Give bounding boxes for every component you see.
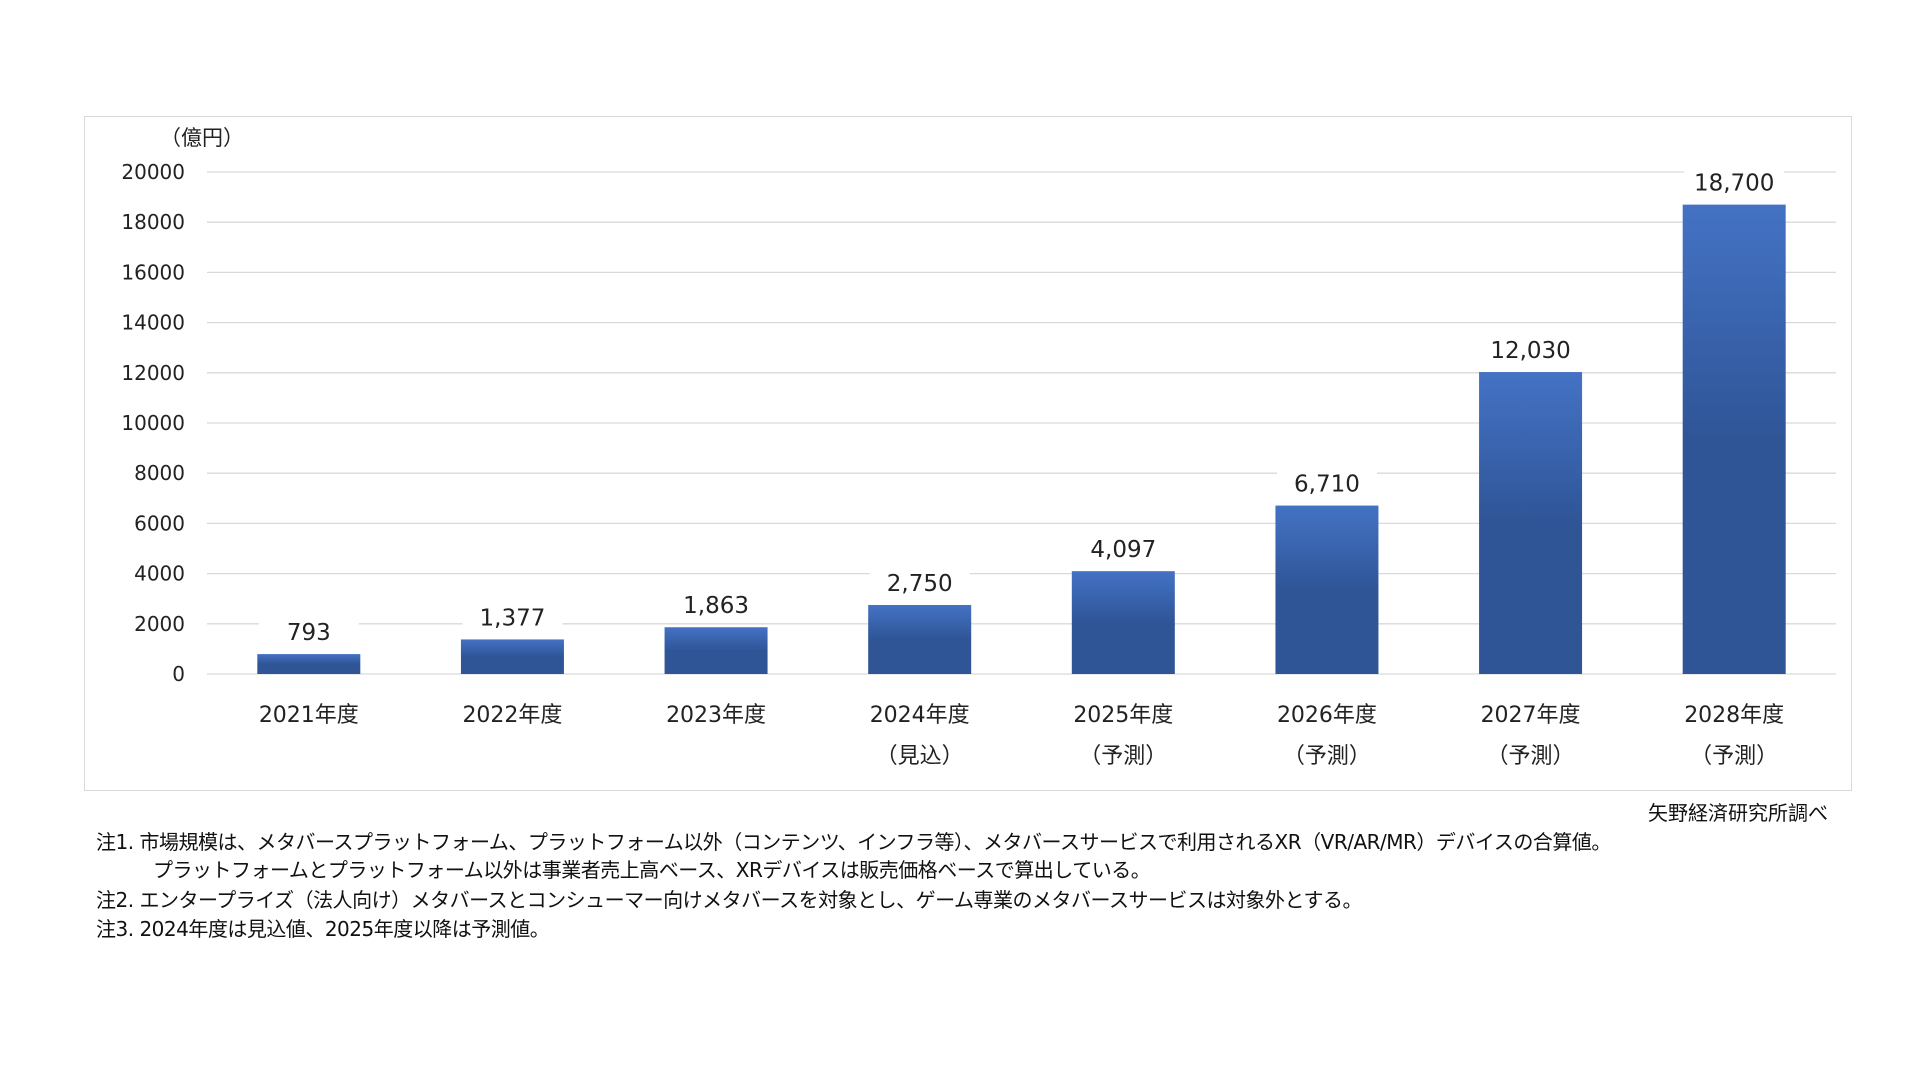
y-tick-label: 6000: [134, 511, 185, 535]
y-tick-label: 2000: [134, 612, 185, 636]
data-label-background: [258, 616, 359, 647]
bar: [1071, 571, 1175, 674]
y-tick-label: 10000: [121, 411, 185, 435]
note-1: 注1. 市場規模は、メタバースプラットフォーム、プラットフォーム以外（コンテンツ…: [96, 830, 1611, 854]
y-tick-label: 20000: [121, 160, 185, 184]
data-label: 6,710: [1294, 472, 1360, 498]
data-label-background: [869, 566, 970, 597]
data-label-background: [1480, 334, 1581, 365]
note-2: 注2. エンタープライズ（法人向け）メタバースとコンシューマー向けメタバースを対…: [96, 888, 1362, 912]
chart-frame: [84, 116, 1852, 791]
bar: [868, 604, 972, 674]
y-tick-label: 16000: [121, 260, 185, 284]
bar: [460, 639, 564, 674]
x-tick-sublabel: （予測）: [1079, 744, 1167, 769]
x-tick-label: 2028年度: [1684, 703, 1784, 728]
x-tick-sublabel: （予測）: [1690, 744, 1778, 769]
bar: [257, 654, 361, 674]
source-credit: 矢野経済研究所調べ: [1648, 801, 1828, 825]
data-label: 793: [287, 620, 331, 646]
bar: [1682, 204, 1786, 674]
x-tick-sublabel: （予測）: [1283, 744, 1371, 769]
data-label: 4,097: [1090, 537, 1156, 563]
y-tick-label: 14000: [121, 311, 185, 335]
x-tick-label: 2025年度: [1073, 703, 1173, 728]
y-axis-unit-label: （億円）: [160, 126, 244, 150]
data-label-background: [1684, 166, 1785, 197]
x-tick-label: 2023年度: [666, 703, 766, 728]
note-3: 注3. 2024年度は見込値、2025年度以降は予測値。: [96, 917, 550, 941]
data-label-background: [462, 601, 563, 632]
bar: [1479, 372, 1583, 674]
y-tick-label: 4000: [134, 562, 185, 586]
data-label: 18,700: [1694, 171, 1774, 197]
y-tick-label: 0: [172, 662, 185, 686]
x-tick-label: 2021年度: [259, 703, 359, 728]
x-tick-label: 2027年度: [1481, 703, 1581, 728]
y-tick-label: 12000: [121, 361, 185, 385]
data-label-background: [1276, 467, 1377, 498]
data-label: 12,030: [1490, 338, 1570, 364]
data-label: 1,863: [683, 593, 749, 619]
data-label-background: [666, 589, 767, 620]
bar: [1275, 505, 1379, 674]
bar: [664, 627, 768, 674]
x-tick-label: 2022年度: [462, 703, 562, 728]
x-tick-sublabel: （見込）: [876, 744, 964, 769]
x-tick-label: 2024年度: [870, 703, 970, 728]
x-tick-sublabel: （予測）: [1487, 744, 1575, 769]
x-tick-label: 2026年度: [1277, 703, 1377, 728]
data-label-background: [1073, 533, 1174, 564]
y-tick-label: 8000: [134, 461, 185, 485]
data-label: 2,750: [887, 571, 953, 597]
data-label: 1,377: [480, 605, 546, 631]
y-tick-label: 18000: [121, 210, 185, 234]
note-1-continued: プラットフォームとプラットフォーム以外は事業者売上高ベース、XRデバイスは販売価…: [153, 858, 1151, 882]
